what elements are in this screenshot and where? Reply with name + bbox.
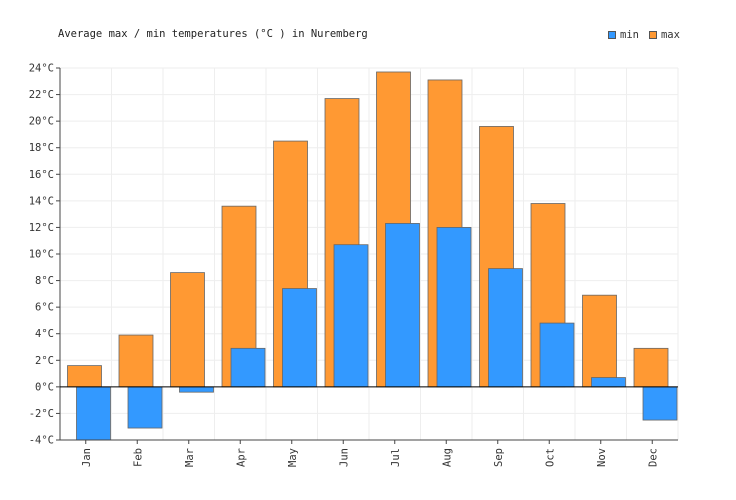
y-tick-label: 24°C xyxy=(29,63,54,75)
y-tick-label: 20°C xyxy=(29,116,54,128)
bar-min xyxy=(230,347,266,388)
bar-max xyxy=(170,272,205,388)
legend-swatch-min xyxy=(608,31,616,39)
bar-min xyxy=(591,377,626,388)
x-tick-label: Nov xyxy=(596,448,608,467)
y-tick-label: 4°C xyxy=(35,328,54,340)
x-tick-label: Aug xyxy=(441,448,453,467)
legend-label-max: max xyxy=(660,29,680,41)
x-tick-label: Jun xyxy=(338,448,350,467)
y-tick-label: 0°C xyxy=(35,381,54,393)
x-tick-label: Jul xyxy=(390,448,402,467)
bar-max xyxy=(582,294,617,388)
bar-min xyxy=(127,386,163,429)
y-tick-label: 10°C xyxy=(29,249,54,261)
bar-min xyxy=(488,268,523,388)
y-tick-label: 14°C xyxy=(29,195,54,207)
tick-labels: -4°C -2°C 0°C 2°C 4°C 6°C 8°C 10°C 12°C 14°C 16°C 1… xyxy=(29,63,660,467)
bar-max xyxy=(67,365,102,388)
legend: min max xyxy=(608,29,680,41)
x-tick-label: Oct xyxy=(544,448,556,467)
axes xyxy=(56,67,678,444)
bar-min xyxy=(385,223,420,388)
bar-min xyxy=(76,386,111,441)
y-tick-label: 6°C xyxy=(35,302,54,314)
y-tick-label: 8°C xyxy=(35,275,54,287)
bar-min xyxy=(282,288,317,388)
bar-min xyxy=(179,386,214,393)
y-tick-label: 2°C xyxy=(35,355,54,367)
x-tick-label: May xyxy=(287,448,299,467)
bar-min xyxy=(436,227,472,388)
y-tick-label: 22°C xyxy=(29,89,54,101)
x-tick-label: Apr xyxy=(235,448,247,467)
y-tick-label: 18°C xyxy=(29,142,54,154)
legend-label-min: min xyxy=(620,29,639,41)
x-tick-label: Sep xyxy=(493,448,505,467)
y-tick-label: -2°C xyxy=(29,408,54,420)
bars xyxy=(67,71,678,441)
y-tick-label: 12°C xyxy=(29,222,54,234)
bar-min xyxy=(642,386,678,421)
y-tick-label: -4°C xyxy=(29,435,54,447)
x-tick-label: Dec xyxy=(647,448,659,467)
bar-max xyxy=(633,347,669,388)
legend-swatch-max xyxy=(648,31,657,39)
x-tick-label: Feb xyxy=(132,448,144,467)
x-tick-label: Mar xyxy=(184,448,196,467)
bar-max xyxy=(118,334,154,388)
chart-title: Average max / min temperatures (°C ) in … xyxy=(58,28,368,40)
bar-min xyxy=(539,322,575,388)
y-tick-label: 16°C xyxy=(29,169,54,181)
x-tick-label: Jan xyxy=(81,448,93,467)
bar-min xyxy=(333,244,369,388)
